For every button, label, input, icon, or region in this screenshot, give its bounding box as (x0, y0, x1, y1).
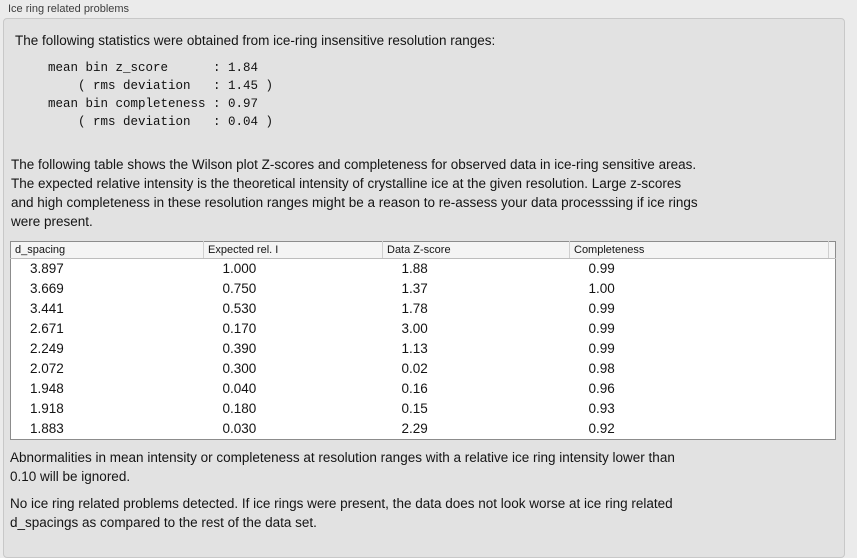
table-cell: 0.93 (588, 401, 615, 416)
table-row[interactable]: 1.948 0.040 0.16 0.96 (11, 379, 836, 399)
ice-ring-panel: The following statistics were obtained f… (3, 18, 845, 558)
panel-title: Ice ring related problems (8, 3, 130, 15)
table-cell: 0.030 (222, 421, 257, 436)
table-row[interactable]: 3.441 0.530 1.78 0.99 (11, 299, 836, 319)
table-row[interactable]: 3.669 0.750 1.37 1.00 (11, 279, 836, 299)
table-cell-filler (829, 399, 836, 419)
table-cell: 0.92 (588, 421, 615, 436)
table-cell: 1.000 (222, 261, 257, 276)
table-cell: 0.02 (401, 361, 428, 376)
table-cell: 0.16 (401, 381, 428, 396)
table-cell-filler (829, 259, 836, 280)
table-row[interactable]: 3.897 1.000 1.88 0.99 (11, 259, 836, 280)
table-cell: 1.948 (30, 381, 64, 396)
table-description-text: The following table shows the Wilson plo… (11, 157, 698, 229)
table-cell: 1.88 (401, 261, 428, 276)
column-header-expected-rel-i[interactable]: Expected rel. I (203, 241, 383, 259)
column-header-filler (828, 241, 836, 259)
table-cell: 0.390 (222, 341, 257, 356)
table-cell: 0.040 (222, 381, 257, 396)
table-header-row: d_spacing Expected rel. I Data Z-score C… (10, 241, 836, 259)
table-cell: 2.29 (401, 421, 428, 436)
table-cell: 0.99 (588, 261, 615, 276)
column-header-d-spacing[interactable]: d_spacing (10, 241, 204, 259)
table-cell: 2.671 (30, 321, 64, 336)
table-cell-filler (829, 339, 836, 359)
table-cell: 0.96 (588, 381, 615, 396)
intro-text: The following statistics were obtained f… (15, 33, 496, 48)
table-cell: 2.072 (30, 361, 64, 376)
table-cell: 0.750 (222, 281, 257, 296)
conclusion-text: No ice ring related problems detected. I… (10, 496, 673, 530)
table-cell: 1.883 (30, 421, 64, 436)
table-row[interactable]: 2.671 0.170 3.00 0.99 (11, 319, 836, 339)
table-cell: 3.00 (401, 321, 428, 336)
table-cell-filler (829, 299, 836, 319)
stats-block: mean bin z_score : 1.84 ( rms deviation … (48, 61, 274, 129)
table-cell: 1.37 (401, 281, 428, 296)
table-cell: 3.669 (30, 281, 64, 296)
table-cell: 1.918 (30, 401, 64, 416)
table-cell-filler (829, 279, 836, 299)
table-cell: 0.15 (401, 401, 428, 416)
table-cell: 1.78 (401, 301, 428, 316)
table-cell: 0.99 (588, 321, 615, 336)
table-cell: 3.897 (30, 261, 64, 276)
table-cell: 0.170 (222, 321, 257, 336)
table-cell: 0.180 (222, 401, 257, 416)
table-row[interactable]: 2.249 0.390 1.13 0.99 (11, 339, 836, 359)
table-cell: 0.530 (222, 301, 257, 316)
table-cell: 0.99 (588, 301, 615, 316)
column-header-completeness[interactable]: Completeness (569, 241, 829, 259)
column-header-data-z-score[interactable]: Data Z-score (382, 241, 570, 259)
table-cell-filler (829, 379, 836, 399)
table-cell: 1.13 (401, 341, 428, 356)
table-row[interactable]: 1.883 0.030 2.29 0.92 (11, 419, 836, 440)
table-cell-filler (829, 419, 836, 440)
table-cell-filler (829, 319, 836, 339)
table-cell: 0.99 (588, 341, 615, 356)
table-cell: 1.00 (588, 281, 615, 296)
table-cell-filler (829, 359, 836, 379)
table-cell: 0.98 (588, 361, 615, 376)
ice-ring-table-container: d_spacing Expected rel. I Data Z-score C… (10, 241, 836, 440)
ice-ring-table: d_spacing Expected rel. I Data Z-score C… (10, 241, 836, 440)
ice-table-body: 3.897 1.000 1.88 0.99 3.669 0.750 1.37 1.00 3.44… (11, 259, 836, 440)
ignore-note-text: Abnormalities in mean intensity or compl… (10, 450, 675, 484)
table-cell: 2.249 (30, 341, 64, 356)
table-cell: 3.441 (30, 301, 64, 316)
table-row[interactable]: 2.072 0.300 0.02 0.98 (11, 359, 836, 379)
table-cell: 0.300 (222, 361, 257, 376)
table-row[interactable]: 1.918 0.180 0.15 0.93 (11, 399, 836, 419)
